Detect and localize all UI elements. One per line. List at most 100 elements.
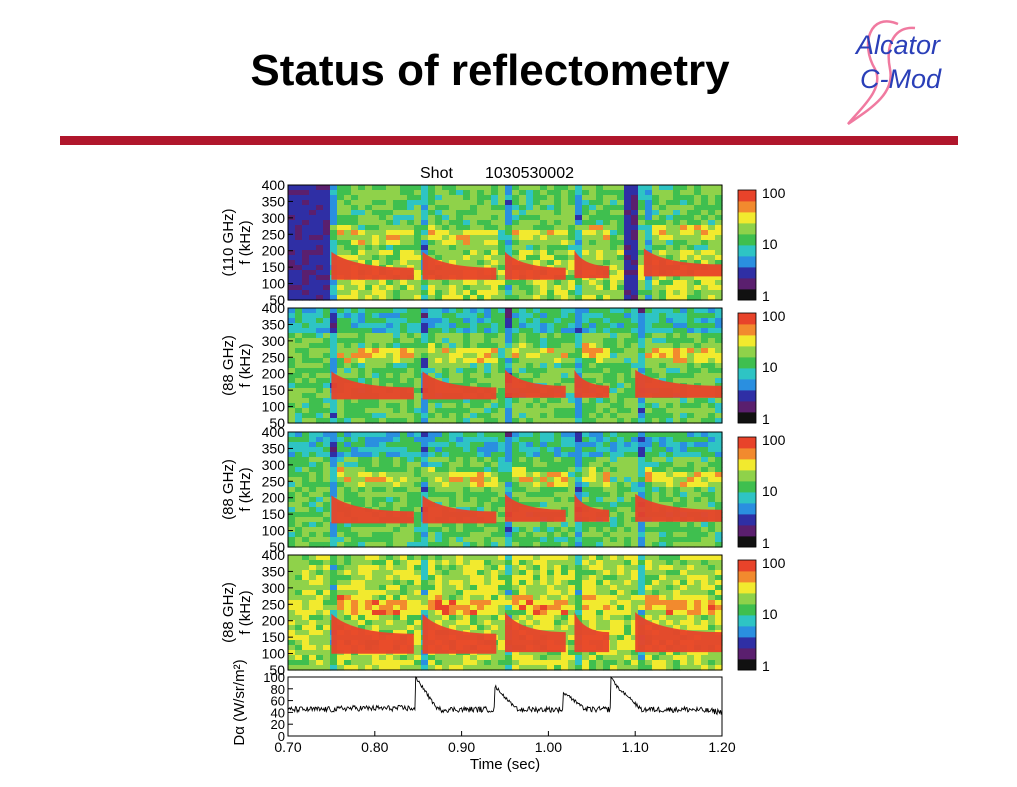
spectrogram-cell [505,195,513,201]
spectrogram-cell [477,185,485,191]
spectrogram-cell [638,398,646,404]
spectrogram-cell [449,245,457,251]
spectrogram-cell [708,225,716,231]
spectrogram-cell [540,492,548,498]
spectrogram-cell [498,437,506,443]
spectrogram-cell [512,462,520,468]
spectrogram-cell [428,472,436,478]
spectrogram-cell [302,245,310,251]
spectrogram-cell [407,600,415,606]
spectrogram-cell [631,447,639,453]
spectrogram-cell [533,215,541,221]
spectrogram-cell [316,230,324,236]
spectrogram-cell [631,323,639,329]
spectrogram-cell [540,220,548,226]
spectrogram-cell [659,250,667,256]
spectrogram-cell [428,580,436,586]
spectrogram-cell [715,280,723,286]
spectrogram-cell [351,240,359,246]
spectrogram-cell [596,413,604,419]
spectrogram-cell [316,235,324,241]
spectrogram-cell [337,308,345,314]
spectrogram-cell [561,522,569,528]
spectrogram-cell [491,373,499,379]
spectrogram-cell [652,497,660,503]
spectrogram-cell [617,220,625,226]
spectrogram-cell [694,190,702,196]
spectrogram-cell [610,497,618,503]
spectrogram-cell [372,595,380,601]
spectrogram-cell [477,250,485,256]
spectrogram-cell [372,368,380,374]
spectrogram-cell [302,328,310,334]
spectrogram-cell [372,492,380,498]
spectrogram-cell [316,255,324,261]
spectrogram-cell [351,323,359,329]
spectrogram-cell [344,522,352,528]
spectrogram-cell [701,235,709,241]
colorbar-tick-label: 100 [762,308,786,324]
spectrogram-cell [589,403,597,409]
spectrogram-cell [652,398,660,404]
spectrogram-cell [365,595,373,601]
spectrogram-cell [288,358,296,364]
spectrogram-cell [645,492,653,498]
spectrogram-cell [302,507,310,513]
intensity-band [331,495,414,524]
spectrogram-cell [652,467,660,473]
spectrogram-cell [400,610,408,616]
spectrogram-cell [526,492,534,498]
spectrogram-cell [547,235,555,241]
spectrogram-cell [337,580,345,586]
spectrogram-cell [624,313,632,319]
spectrogram-cell [379,413,387,419]
spectrogram-cell [463,250,471,256]
spectrogram-cell [295,437,303,443]
spectrogram-cell [645,285,653,291]
intensity-band [505,251,566,280]
spectrogram-cell [505,532,513,538]
spectrogram-cell [687,398,695,404]
panel-ylabel-top: (110 GHz) [220,208,237,276]
spectrogram-cell [365,343,373,349]
spectrogram-cell [295,333,303,339]
spectrogram-cell [666,215,674,221]
spectrogram-cell [302,650,310,656]
spectrogram-cell [554,537,562,543]
spectrogram-cell [687,497,695,503]
spectrogram-cell [386,472,394,478]
spectrogram-cell [680,373,688,379]
spectrogram-cell [491,447,499,453]
spectrogram-cell [365,537,373,543]
spectrogram-cell [582,225,590,231]
spectrogram-cell [673,403,681,409]
spectrogram-cell [519,328,527,334]
spectrogram-cell [589,432,597,438]
spectrogram-cell [687,457,695,463]
spectrogram-cell [554,318,562,324]
spectrogram-cell [547,308,555,314]
spectrogram-cell [337,205,345,211]
spectrogram-cell [505,220,513,226]
spectrogram-cell [414,275,422,281]
spectrogram-cell [540,295,548,301]
spectrogram-cell [351,492,359,498]
spectrogram-cell [498,250,506,256]
spectrogram-cell [449,542,457,548]
spectrogram-cell [309,338,317,344]
spectrogram-cell [323,487,331,493]
spectrogram-cell [645,522,653,528]
spectrogram-cell [547,408,555,414]
spectrogram-cell [701,447,709,453]
spectrogram-cell [323,378,331,384]
spectrogram-cell [400,580,408,586]
spectrogram-cell [708,408,716,414]
spectrogram-cell [358,205,366,211]
spectrogram-cell [617,250,625,256]
spectrogram-cell [568,497,576,503]
spectrogram-cell [568,378,576,384]
spectrogram-cell [533,333,541,339]
spectrogram-cell [463,537,471,543]
spectrogram-cell [435,413,443,419]
spectrogram-cell [393,570,401,576]
